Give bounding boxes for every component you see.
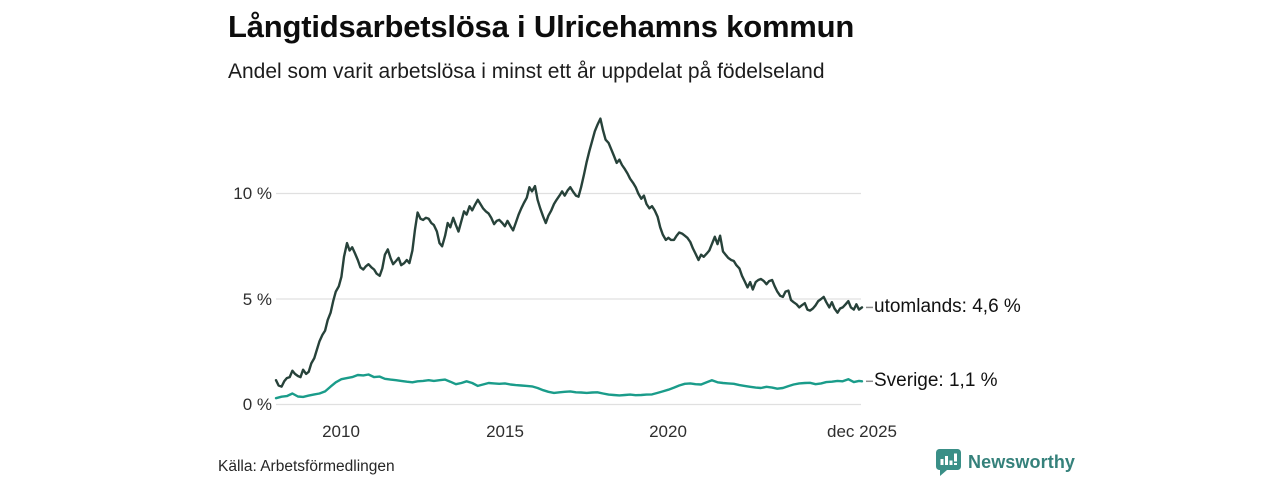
series-line-utomlands [274, 117, 864, 388]
x-axis-tick-dec-2025: dec 2025 [827, 422, 897, 441]
brand-lockup: Newsworthy [936, 449, 1075, 476]
series-label-sverige: Sverige: 1,1 % [874, 370, 998, 392]
source-caption: Källa: Arbetsförmedlingen [218, 458, 395, 475]
x-axis-tick-2010: 2010 [322, 422, 360, 441]
y-axis-tick-0: 0 % [242, 395, 272, 414]
newsworthy-logo-icon [936, 449, 961, 476]
brand-name: Newsworthy [968, 452, 1076, 472]
chart-title: Långtidsarbetslösa i Ulricehamns kommun [228, 9, 855, 44]
x-axis-tick-2015: 2015 [486, 422, 524, 441]
series-line-Sverige [274, 373, 864, 400]
chart-subtitle: Andel som varit arbetslösa i minst ett å… [228, 60, 825, 83]
y-axis-tick-10: 10 % [233, 184, 272, 203]
y-axis-tick-5: 5 % [242, 290, 272, 309]
x-axis-tick-2020: 2020 [649, 422, 687, 441]
series-label-utomlands: utomlands: 4,6 % [874, 296, 1021, 318]
